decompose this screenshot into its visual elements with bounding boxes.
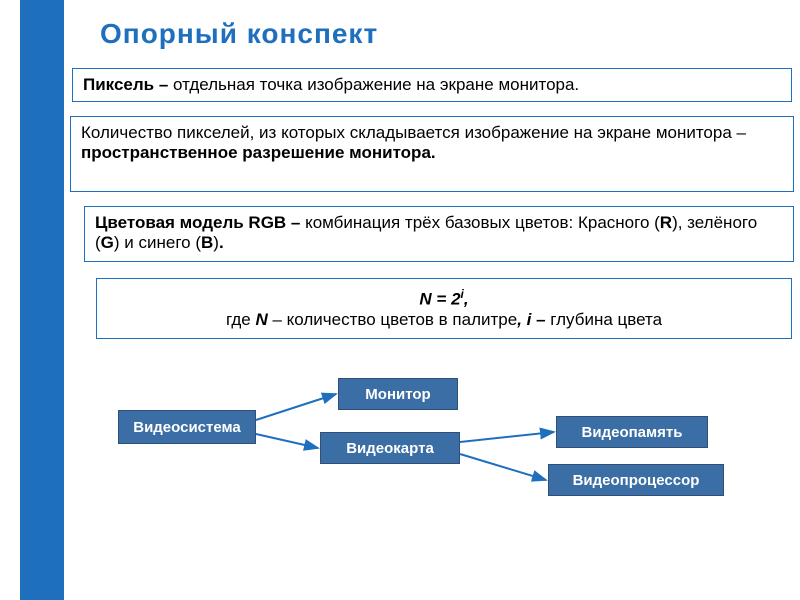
formula-box: N = 2i, где N – количество цветов в пали… [96,278,792,339]
info-box-rgb: Цветовая модель RGB – комбинация трёх ба… [84,206,794,262]
formula-equation: N = 2i, [109,287,779,310]
formula-legend: где N – количество цветов в палитре, i –… [109,310,779,330]
node-videosystem: Видеосистема [118,410,256,444]
info-box-pixel: Пиксель – отдельная точка изображение на… [72,68,792,102]
info-box-resolution: Количество пикселей, из которых складыва… [70,116,794,192]
diagram-edge [256,394,336,420]
page-title: Опорный конспект [100,18,378,50]
node-videocard: Видеокарта [320,432,460,464]
node-videomem: Видеопамять [556,416,708,448]
diagram-edge [256,434,318,448]
diagram-edge [460,432,554,442]
node-monitor: Монитор [338,378,458,410]
node-videoproc: Видеопроцессор [548,464,724,496]
diagram-edge [460,454,546,480]
accent-stripe [20,0,64,600]
